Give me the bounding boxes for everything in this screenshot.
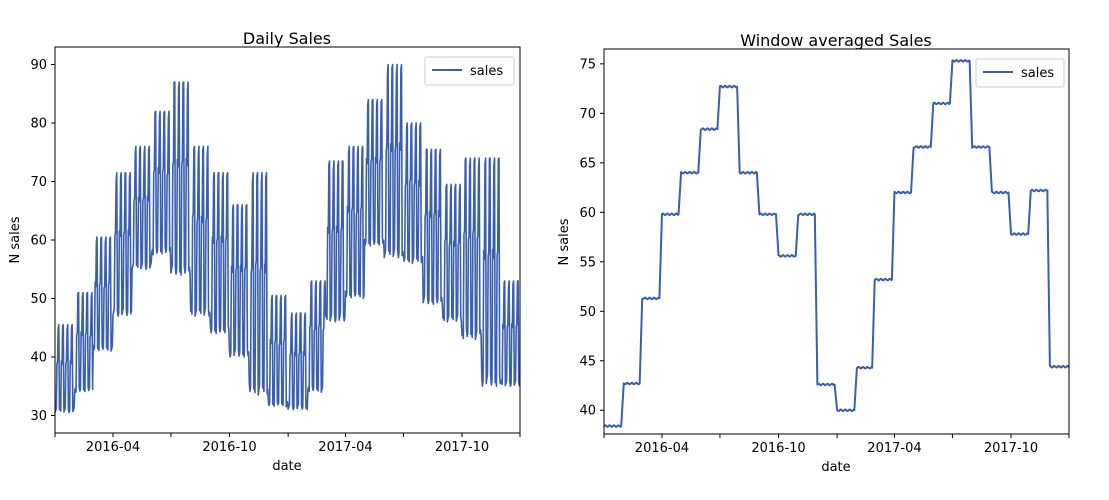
y-tick-label: 80 (30, 117, 47, 132)
plot-area (603, 59, 1070, 428)
y-tick-label: 30 (30, 409, 47, 424)
x-tick-label: 2017-04 (318, 440, 372, 455)
x-tick-label: 2017-04 (867, 441, 921, 456)
y-tick-label: 55 (579, 255, 596, 270)
series-line-sales (54, 63, 521, 414)
legend: sales (424, 56, 515, 86)
y-tick-label: 45 (579, 354, 596, 369)
y-axis-label: N sales (8, 216, 23, 263)
x-axis: 2016-04 2016-10 2017-04 2017-10 (603, 434, 1070, 456)
y-tick-label: 90 (30, 58, 47, 73)
x-tick-label: 2017-10 (435, 440, 489, 455)
series-line-sales (603, 59, 1070, 428)
legend-entry: sales (470, 64, 503, 79)
x-tick-label: 2016-04 (86, 440, 140, 455)
y-tick-label: 65 (579, 156, 596, 171)
x-axis-label: date (272, 459, 301, 474)
legend-entry: sales (1021, 66, 1054, 81)
chart-title: Daily Sales (243, 29, 331, 48)
y-tick-label: 40 (30, 350, 47, 365)
x-tick-label: 2016-10 (751, 441, 805, 456)
y-tick-label: 70 (579, 107, 596, 122)
x-tick-label: 2016-04 (635, 441, 689, 456)
daily-sales-chart: Daily Sales 30 40 50 60 70 80 90 2016-04 2016-1… (8, 29, 521, 474)
axes-frame (603, 48, 1070, 435)
x-tick-label: 2017-10 (984, 441, 1038, 456)
x-axis-label: date (821, 460, 850, 475)
y-tick-label: 40 (579, 404, 596, 419)
y-tick-label: 75 (579, 57, 596, 72)
y-tick-label: 50 (579, 305, 596, 320)
window-averaged-sales-chart: Window averaged Sales 40 45 50 55 60 65 70 75 2… (557, 31, 1070, 475)
plot-area (54, 63, 521, 414)
y-tick-label: 70 (30, 175, 47, 190)
y-axis-label: N sales (557, 218, 572, 265)
y-axis: 40 45 50 55 60 65 70 75 (579, 57, 604, 419)
y-axis: 30 40 50 60 70 80 90 (30, 58, 55, 424)
x-axis: 2016-04 2016-10 2017-04 2017-10 (54, 433, 521, 455)
chart-title: Window averaged Sales (740, 31, 932, 50)
y-tick-label: 60 (30, 234, 47, 249)
legend-box (424, 56, 515, 86)
y-tick-label: 50 (30, 292, 47, 307)
legend-box (975, 58, 1065, 88)
legend: sales (975, 58, 1065, 88)
y-tick-label: 60 (579, 206, 596, 221)
x-tick-label: 2016-10 (202, 440, 256, 455)
